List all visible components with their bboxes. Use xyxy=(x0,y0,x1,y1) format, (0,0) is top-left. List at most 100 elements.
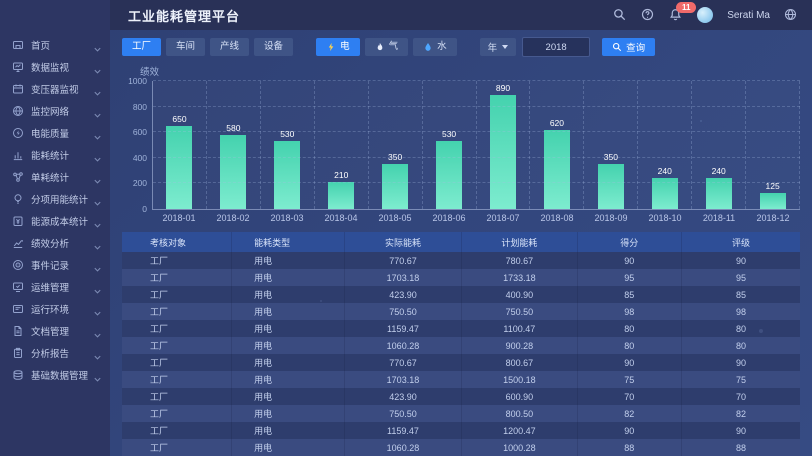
x-tick-label: 2018-12 xyxy=(756,212,790,223)
energy-cost-icon xyxy=(12,215,24,227)
language-globe-icon[interactable] xyxy=(784,8,798,22)
sidebar-item-12[interactable]: 运行环境 xyxy=(0,298,110,320)
bar-value-label: 580 xyxy=(226,122,241,133)
chevron-down-icon xyxy=(93,261,102,272)
chart-bar-group[interactable]: 650 xyxy=(153,81,207,209)
x-tick-label: 2018-02 xyxy=(216,212,250,223)
x-tick-label: 2018-08 xyxy=(540,212,574,223)
sidebar-item-3[interactable]: 监控网络 xyxy=(0,100,110,122)
sidebar-item-label: 文档管理 xyxy=(31,327,70,338)
chart-bar-group[interactable]: 580 xyxy=(207,81,261,209)
x-tick-label: 2018-06 xyxy=(432,212,466,223)
chart-bar-group[interactable]: 350 xyxy=(584,81,639,209)
scope-button-2[interactable]: 产线 xyxy=(210,38,250,56)
y-axis-title: 绩效 xyxy=(140,67,160,78)
y-tick-label: 200 xyxy=(132,178,147,189)
sidebar-item-6[interactable]: 单耗统计 xyxy=(0,166,110,188)
chevron-down-icon xyxy=(93,349,102,360)
chevron-down-icon xyxy=(93,305,102,316)
scope-button-0[interactable]: 工厂 xyxy=(122,38,162,56)
notification-bell-icon[interactable]: 11 xyxy=(669,2,697,22)
chart-bar-group[interactable]: 125 xyxy=(746,81,801,209)
column-header: 实际能耗 xyxy=(345,232,462,252)
filter-bar: 工厂 车间 产线 设备 电 气 水 年 查询 xyxy=(122,36,800,58)
sidebar-item-7[interactable]: 分项用能统计 xyxy=(0,188,110,210)
monitor-icon xyxy=(12,61,24,73)
sidebar-item-15[interactable]: 基础数据管理 xyxy=(0,364,110,386)
sidebar-menu: 首页 数据监视 变压器监视 监控网络 电能质量 能耗统计 xyxy=(0,30,110,386)
sidebar-item-0[interactable]: 首页 xyxy=(0,34,110,56)
table-row[interactable]: 工厂 用电 1060.28 900.28 80 80 xyxy=(122,337,800,354)
sidebar-item-label: 分项用能统计 xyxy=(31,195,89,206)
x-tick-label: 2018-04 xyxy=(324,212,358,223)
chart-bar-group[interactable]: 620 xyxy=(530,81,585,209)
sidebar-item-label: 数据监视 xyxy=(31,63,70,74)
bar-value-label: 530 xyxy=(280,129,295,140)
chart-bar-group[interactable]: 530 xyxy=(261,81,315,209)
assessment-table: 考核对象 能耗类型 实际能耗 计划能耗 得分 评级 工厂 用电 770.67 780.67… xyxy=(122,232,800,456)
query-button[interactable]: 查询 xyxy=(602,38,656,56)
sidebar-item-11[interactable]: 运维管理 xyxy=(0,276,110,298)
chart-bar-group[interactable]: 210 xyxy=(315,81,369,209)
sidebar-item-9[interactable]: 绩效分析 xyxy=(0,232,110,254)
chevron-down-icon xyxy=(93,129,102,140)
chevron-down-icon xyxy=(93,151,102,162)
sidebar-item-14[interactable]: 分析报告 xyxy=(0,342,110,364)
sidebar-item-2[interactable]: 变压器监视 xyxy=(0,78,110,100)
chart-bar-group[interactable]: 240 xyxy=(692,81,747,209)
energy-button-1[interactable]: 气 xyxy=(364,38,409,56)
sidebar-item-5[interactable]: 能耗统计 xyxy=(0,144,110,166)
gridline xyxy=(153,105,800,107)
x-tick-label: 2018-11 xyxy=(702,212,736,223)
scope-button-1[interactable]: 车间 xyxy=(166,38,206,56)
table-row[interactable]: 工厂 用电 1159.47 1100.47 80 80 xyxy=(122,320,800,337)
water-drop-icon xyxy=(423,42,433,52)
chart-bar xyxy=(597,164,624,209)
scope-button-3[interactable]: 设备 xyxy=(254,38,294,56)
period-select[interactable]: 年 xyxy=(479,38,517,56)
sidebar-item-4[interactable]: 电能质量 xyxy=(0,122,110,144)
y-tick-label: 800 xyxy=(132,101,147,112)
energy-button-2[interactable]: 水 xyxy=(413,38,457,56)
help-icon[interactable] xyxy=(641,8,655,22)
table-row[interactable]: 工厂 用电 770.67 800.67 90 90 xyxy=(122,354,800,371)
energy-button-0[interactable]: 电 xyxy=(316,38,360,56)
chart-bar-group[interactable]: 240 xyxy=(638,81,693,209)
chart-bar xyxy=(705,178,732,209)
chevron-down-icon xyxy=(93,283,102,294)
sidebar-item-13[interactable]: 文档管理 xyxy=(0,320,110,342)
document-icon xyxy=(12,325,24,337)
gridline xyxy=(153,131,800,133)
search-icon[interactable] xyxy=(613,8,627,22)
chevron-down-icon xyxy=(93,195,102,206)
table-row[interactable]: 工厂 用电 1703.18 1500.18 75 75 xyxy=(122,371,800,388)
year-input[interactable] xyxy=(522,37,591,57)
chevron-down-icon xyxy=(93,371,102,382)
table-row[interactable]: 工厂 用电 750.50 750.50 98 98 xyxy=(122,303,800,320)
chevron-down-icon xyxy=(93,217,102,228)
sidebar-item-10[interactable]: 事件记录 xyxy=(0,254,110,276)
sidebar-item-1[interactable]: 数据监视 xyxy=(0,56,110,78)
table-row[interactable]: 工厂 用电 1703.18 1733.18 95 95 xyxy=(122,269,800,286)
chart-bar xyxy=(274,141,301,209)
sidebar-item-label: 基础数据管理 xyxy=(31,371,89,382)
period-select-value: 年 xyxy=(487,43,498,54)
table-row[interactable]: 工厂 用电 1159.47 1200.47 90 90 xyxy=(122,422,800,439)
table-row[interactable]: 工厂 用电 423.90 400.90 85 85 xyxy=(122,286,800,303)
chart-bar-group[interactable]: 530 xyxy=(423,81,477,209)
user-name[interactable]: Serati Ma xyxy=(727,9,770,21)
sidebar: 首页 数据监视 变压器监视 监控网络 电能质量 能耗统计 xyxy=(0,0,110,456)
sidebar-item-label: 绩效分析 xyxy=(31,239,70,250)
sidebar-item-8[interactable]: 能源成本统计 xyxy=(0,210,110,232)
user-avatar[interactable] xyxy=(697,7,714,23)
plot-area: 650 580 530 210 350 530 890 620 350 240 … xyxy=(152,80,801,210)
table-row[interactable]: 工厂 用电 1060.28 1000.28 88 88 xyxy=(122,439,800,456)
chart-bar-group[interactable]: 350 xyxy=(369,81,423,209)
table-row[interactable]: 工厂 用电 423.90 600.90 70 70 xyxy=(122,388,800,405)
x-axis-labels: 2018-01 2018-02 2018-03 2018-04 2018-05 2018-… xyxy=(152,210,800,225)
chart-bar-group[interactable]: 890 xyxy=(477,81,531,209)
table-row[interactable]: 工厂 用电 770.67 780.67 90 90 xyxy=(122,252,800,269)
chart-bar xyxy=(436,141,463,209)
sidebar-item-label: 监控网络 xyxy=(31,107,70,118)
table-row[interactable]: 工厂 用电 750.50 800.50 82 82 xyxy=(122,405,800,422)
